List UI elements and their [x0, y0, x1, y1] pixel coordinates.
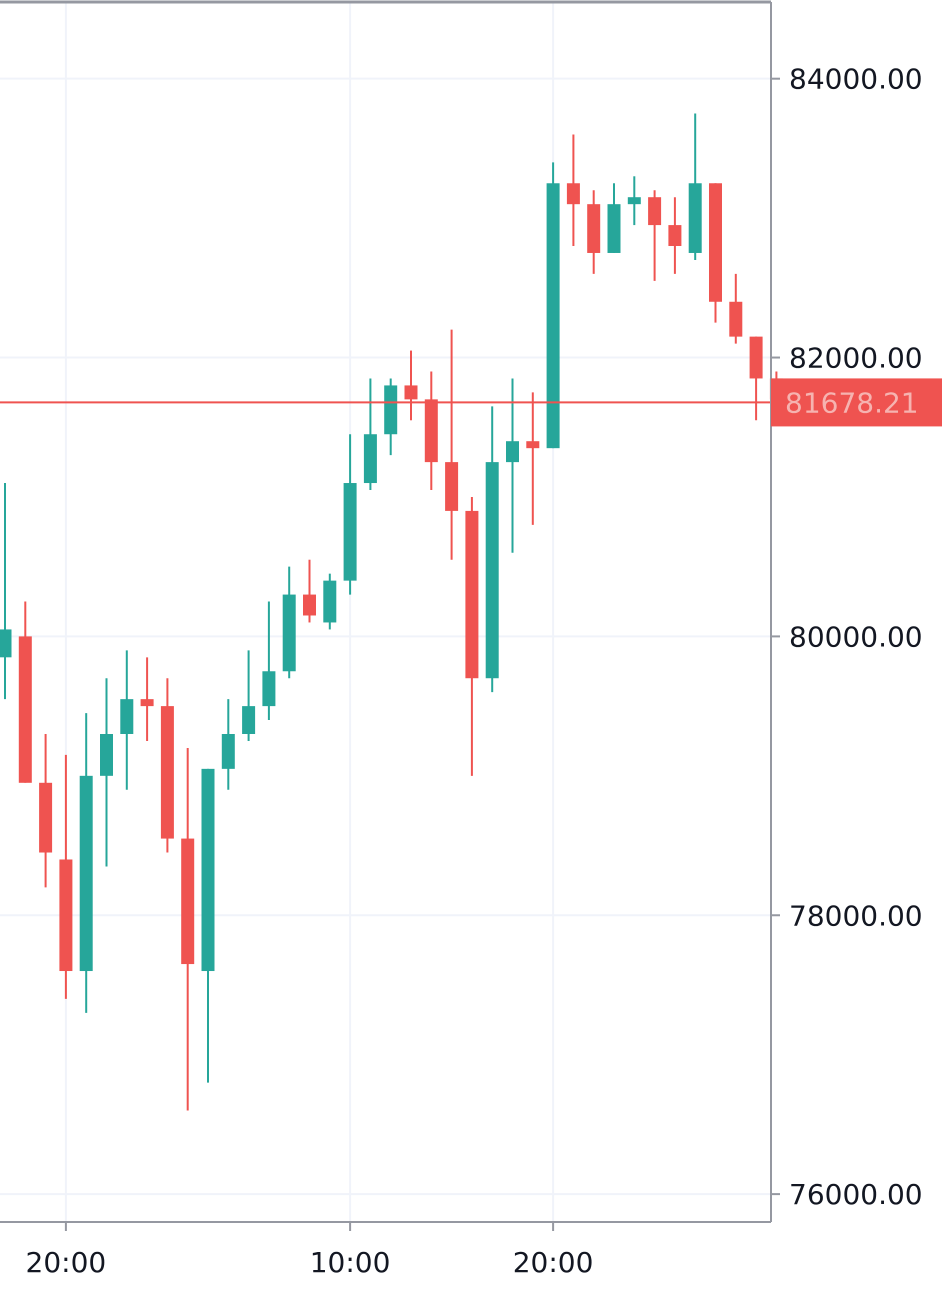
candle-body	[242, 706, 256, 734]
candle-body	[506, 441, 519, 463]
candle-body	[546, 183, 560, 449]
candle[interactable]	[262, 601, 276, 721]
candle[interactable]	[485, 406, 499, 693]
candle[interactable]	[343, 434, 357, 595]
candle-body	[140, 699, 154, 707]
candle[interactable]	[607, 183, 621, 253]
candle[interactable]	[709, 183, 722, 323]
y-tick-label: 78000.00	[789, 899, 923, 932]
candle[interactable]	[100, 678, 113, 867]
x-tick-label: 10:00	[310, 1246, 391, 1279]
candle[interactable]	[749, 336, 763, 421]
candle[interactable]	[323, 573, 337, 630]
candle[interactable]	[18, 601, 32, 783]
candle-body	[79, 775, 93, 972]
y-tick-label: 76000.00	[789, 1178, 923, 1211]
candle-body	[445, 462, 459, 511]
candle[interactable]	[201, 768, 215, 1083]
candle-body	[262, 671, 276, 707]
candle-body	[587, 204, 601, 253]
candle[interactable]	[221, 699, 235, 790]
y-tick-label: 82000.00	[789, 342, 923, 375]
candle-body	[688, 183, 702, 253]
candle[interactable]	[648, 190, 662, 281]
candle-body	[18, 636, 32, 783]
candle[interactable]	[526, 392, 540, 525]
candle[interactable]	[445, 329, 459, 560]
candle-body	[363, 434, 377, 484]
candle-body	[303, 594, 316, 616]
plot-area[interactable]	[0, 2, 771, 1222]
candle-body	[627, 197, 641, 205]
candle-body	[749, 336, 763, 379]
candle[interactable]	[363, 378, 377, 490]
last-price-tag-bg	[771, 378, 942, 427]
candle-body	[566, 183, 580, 205]
candle-body	[607, 204, 621, 253]
candle[interactable]	[587, 190, 601, 274]
candle-body	[404, 385, 418, 400]
candle[interactable]	[404, 350, 418, 421]
candle-body	[120, 699, 134, 734]
candle[interactable]	[160, 678, 174, 853]
x-tick-label: 20:00	[513, 1246, 594, 1279]
candle[interactable]	[120, 650, 134, 790]
last-price-tag: 81678.21	[771, 378, 942, 427]
candle-body	[59, 859, 73, 972]
candle-body	[384, 385, 398, 435]
candle[interactable]	[140, 657, 154, 741]
candle[interactable]	[181, 747, 195, 1111]
candle[interactable]	[566, 134, 580, 246]
candle-body	[181, 838, 195, 965]
candle-body	[323, 580, 337, 623]
candle[interactable]	[242, 650, 256, 741]
candle[interactable]	[729, 273, 743, 344]
candle-body	[160, 706, 174, 839]
last-price-label: 81678.21	[785, 386, 919, 419]
candle-body	[343, 483, 357, 581]
candle[interactable]	[546, 162, 560, 449]
candle-body	[201, 768, 215, 972]
candle[interactable]	[506, 378, 519, 553]
x-tick-label: 20:00	[26, 1246, 107, 1279]
candle-body	[485, 462, 499, 679]
candle[interactable]	[79, 713, 93, 1013]
candle[interactable]	[0, 483, 12, 700]
candle-body	[100, 734, 113, 776]
candle-body	[668, 225, 682, 246]
candle-body	[424, 399, 438, 463]
candle-body	[465, 510, 479, 679]
candle[interactable]	[39, 734, 53, 888]
candle[interactable]	[384, 378, 398, 456]
candle-body	[39, 782, 53, 853]
candle[interactable]	[688, 113, 702, 260]
candle[interactable]	[424, 371, 438, 490]
candle[interactable]	[282, 566, 296, 679]
candle[interactable]	[59, 754, 73, 999]
candle[interactable]	[668, 197, 682, 274]
candle-body	[709, 183, 722, 302]
candle[interactable]	[627, 176, 641, 226]
candle[interactable]	[465, 496, 479, 776]
candle-body	[221, 734, 235, 769]
y-tick-label: 84000.00	[789, 63, 923, 96]
candle-body	[729, 301, 743, 337]
candle-body	[526, 441, 540, 449]
y-tick-label: 80000.00	[789, 620, 923, 653]
candle-body	[648, 197, 662, 226]
candle[interactable]	[303, 559, 316, 623]
candle-body	[0, 629, 12, 658]
candle-body	[282, 594, 296, 672]
